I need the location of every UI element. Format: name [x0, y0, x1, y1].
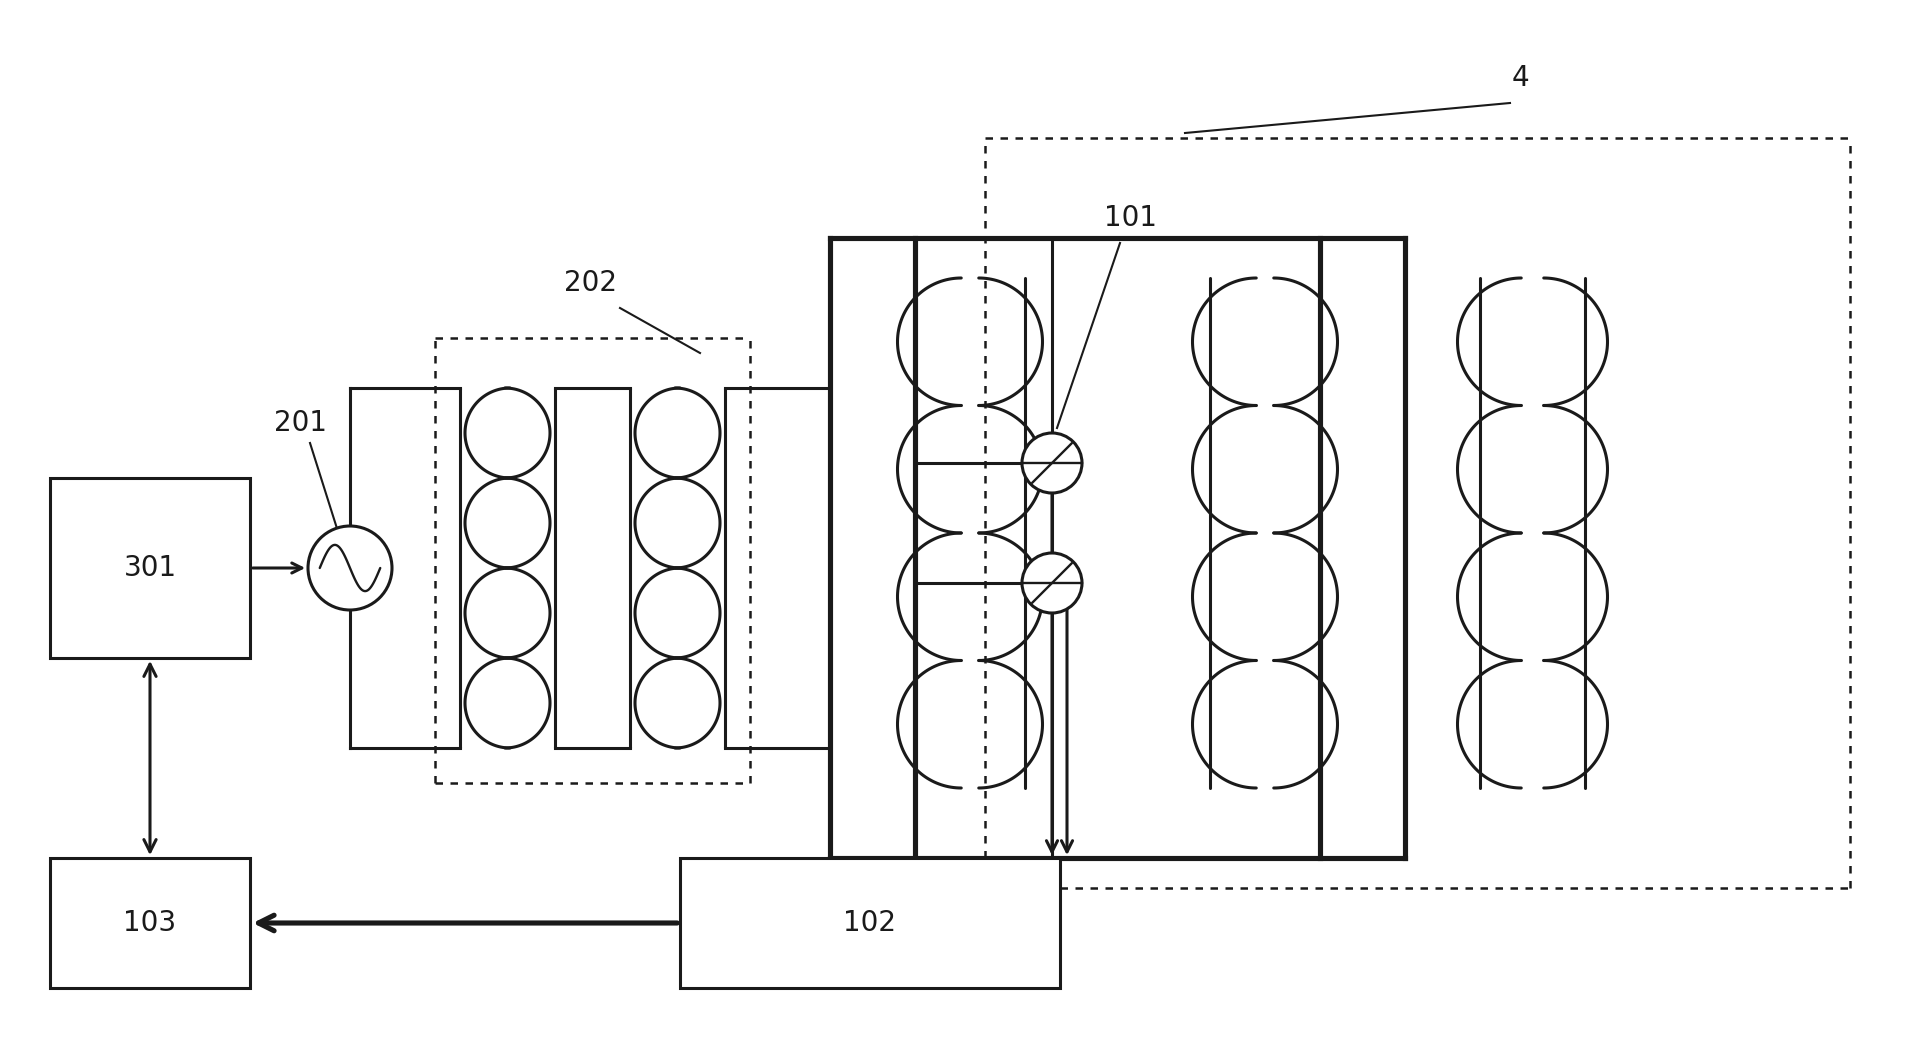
Text: 103: 103: [124, 909, 176, 937]
Text: 301: 301: [124, 554, 176, 582]
Text: 202: 202: [564, 269, 616, 297]
Text: 102: 102: [844, 909, 897, 937]
Circle shape: [308, 526, 392, 610]
Bar: [50, 479, 251, 658]
Bar: [679, 858, 1060, 988]
Text: 101: 101: [1104, 204, 1157, 233]
Bar: [50, 858, 251, 988]
Circle shape: [1022, 553, 1083, 613]
Circle shape: [1022, 433, 1083, 493]
Text: 201: 201: [274, 409, 327, 437]
Text: 4: 4: [1511, 64, 1528, 92]
